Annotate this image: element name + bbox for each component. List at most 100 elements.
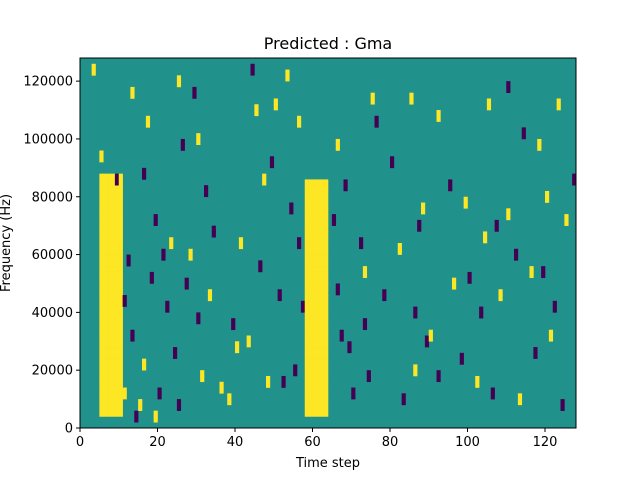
heatmap-cell <box>176 81 182 88</box>
heatmap-cell <box>114 173 120 180</box>
heatmap-cell <box>103 225 108 232</box>
heatmap-cell <box>324 295 329 302</box>
heatmap-cell <box>99 190 104 198</box>
heatmap-cell <box>374 121 379 128</box>
heatmap-cell <box>304 295 309 302</box>
heatmap-cell <box>161 248 166 255</box>
heatmap-cell <box>111 214 116 221</box>
heatmap-cell <box>494 225 499 232</box>
heatmap-cell <box>506 81 511 88</box>
heatmap-cell <box>107 237 112 244</box>
heatmap-cell <box>304 399 309 406</box>
heatmap-cell <box>304 231 309 238</box>
heatmap-cell <box>359 237 364 244</box>
heatmap-cell <box>99 352 104 359</box>
heatmap-cell <box>114 271 120 278</box>
heatmap-cell <box>320 208 325 215</box>
heatmap-cell <box>324 185 329 192</box>
heatmap-cell <box>99 370 104 377</box>
heatmap-cell <box>556 98 561 105</box>
heatmap-cell <box>548 329 554 336</box>
heatmap-cell <box>324 202 329 209</box>
heatmap-cell <box>103 214 108 221</box>
heatmap-cell <box>436 110 441 117</box>
heatmap-cell <box>118 231 123 238</box>
heatmap-cell <box>370 98 375 105</box>
heatmap-cell <box>316 289 321 296</box>
heatmap-cell <box>118 387 123 394</box>
heatmap-cell <box>107 347 112 354</box>
heatmap-cell <box>320 329 325 336</box>
heatmap-cell <box>467 277 472 284</box>
heatmap-cell <box>103 370 108 377</box>
heatmap-cell <box>424 341 430 348</box>
heatmap-cell <box>114 404 120 411</box>
heatmap-cell <box>118 364 123 371</box>
heatmap-cell <box>289 202 294 209</box>
heatmap-cell <box>107 300 112 307</box>
heatmap-cell <box>111 323 116 331</box>
heatmap-cell <box>475 381 480 388</box>
heatmap-cell <box>552 306 557 313</box>
heatmap-cell <box>111 225 116 232</box>
heatmap-cell <box>304 404 309 411</box>
heatmap-cell <box>320 185 325 192</box>
heatmap-cell <box>312 312 317 319</box>
heatmap-cell <box>173 352 178 359</box>
heatmap-cell <box>138 404 143 411</box>
heatmap-cell <box>111 248 116 255</box>
heatmap-cell <box>320 254 325 261</box>
heatmap-cell <box>316 237 321 244</box>
heatmap-cell <box>103 271 108 278</box>
heatmap-cell <box>114 254 120 261</box>
heatmap-cell <box>467 271 472 278</box>
heatmap-cell <box>514 248 519 255</box>
heatmap-cell <box>122 387 127 394</box>
heatmap-cell <box>308 202 313 209</box>
heatmap-cell <box>320 289 325 296</box>
heatmap-cell <box>324 179 329 186</box>
heatmap-cell <box>126 254 131 261</box>
heatmap-cell <box>107 387 112 394</box>
heatmap-cell <box>308 306 313 313</box>
heatmap-cell <box>114 196 120 203</box>
heatmap-cell <box>103 358 108 365</box>
heatmap-cell <box>308 347 313 354</box>
heatmap-cell <box>118 381 123 388</box>
heatmap-cell <box>324 364 329 371</box>
heatmap-cell <box>324 237 329 244</box>
heatmap-cell <box>107 358 112 365</box>
heatmap-cell <box>335 144 340 151</box>
heatmap-cell <box>490 387 495 394</box>
heatmap-cell <box>114 243 120 250</box>
heatmap-cell <box>111 352 116 359</box>
heatmap-cell <box>304 347 309 354</box>
heatmap-cell <box>304 208 309 215</box>
heatmap-cell <box>114 237 120 244</box>
heatmap-cell <box>304 243 309 250</box>
heatmap-cell <box>111 341 116 348</box>
heatmap-cell <box>320 358 325 365</box>
heatmap-cell <box>111 300 116 307</box>
heatmap-cell <box>308 190 313 198</box>
heatmap-cell <box>308 358 313 365</box>
heatmap-cell <box>316 196 321 203</box>
heatmap-cell <box>335 138 340 146</box>
heatmap-cell <box>316 271 321 278</box>
heatmap-cell <box>324 393 329 400</box>
heatmap-cell <box>324 260 329 267</box>
heatmap-cell <box>107 277 112 284</box>
heatmap-cell <box>111 393 116 400</box>
heatmap-cell <box>316 404 321 411</box>
heatmap-cell <box>111 295 116 302</box>
heatmap-cell <box>103 254 108 261</box>
heatmap-cell <box>308 266 313 273</box>
heatmap-cell <box>281 375 286 383</box>
heatmap-cell <box>401 399 406 406</box>
heatmap-cell <box>308 277 313 284</box>
heatmap-cell <box>111 329 116 336</box>
x-axis: 0 20 40 60 80 100 120 <box>76 428 557 450</box>
heatmap-cell <box>308 196 313 203</box>
heatmap-cell <box>312 202 317 209</box>
heatmap-cell <box>103 237 108 244</box>
